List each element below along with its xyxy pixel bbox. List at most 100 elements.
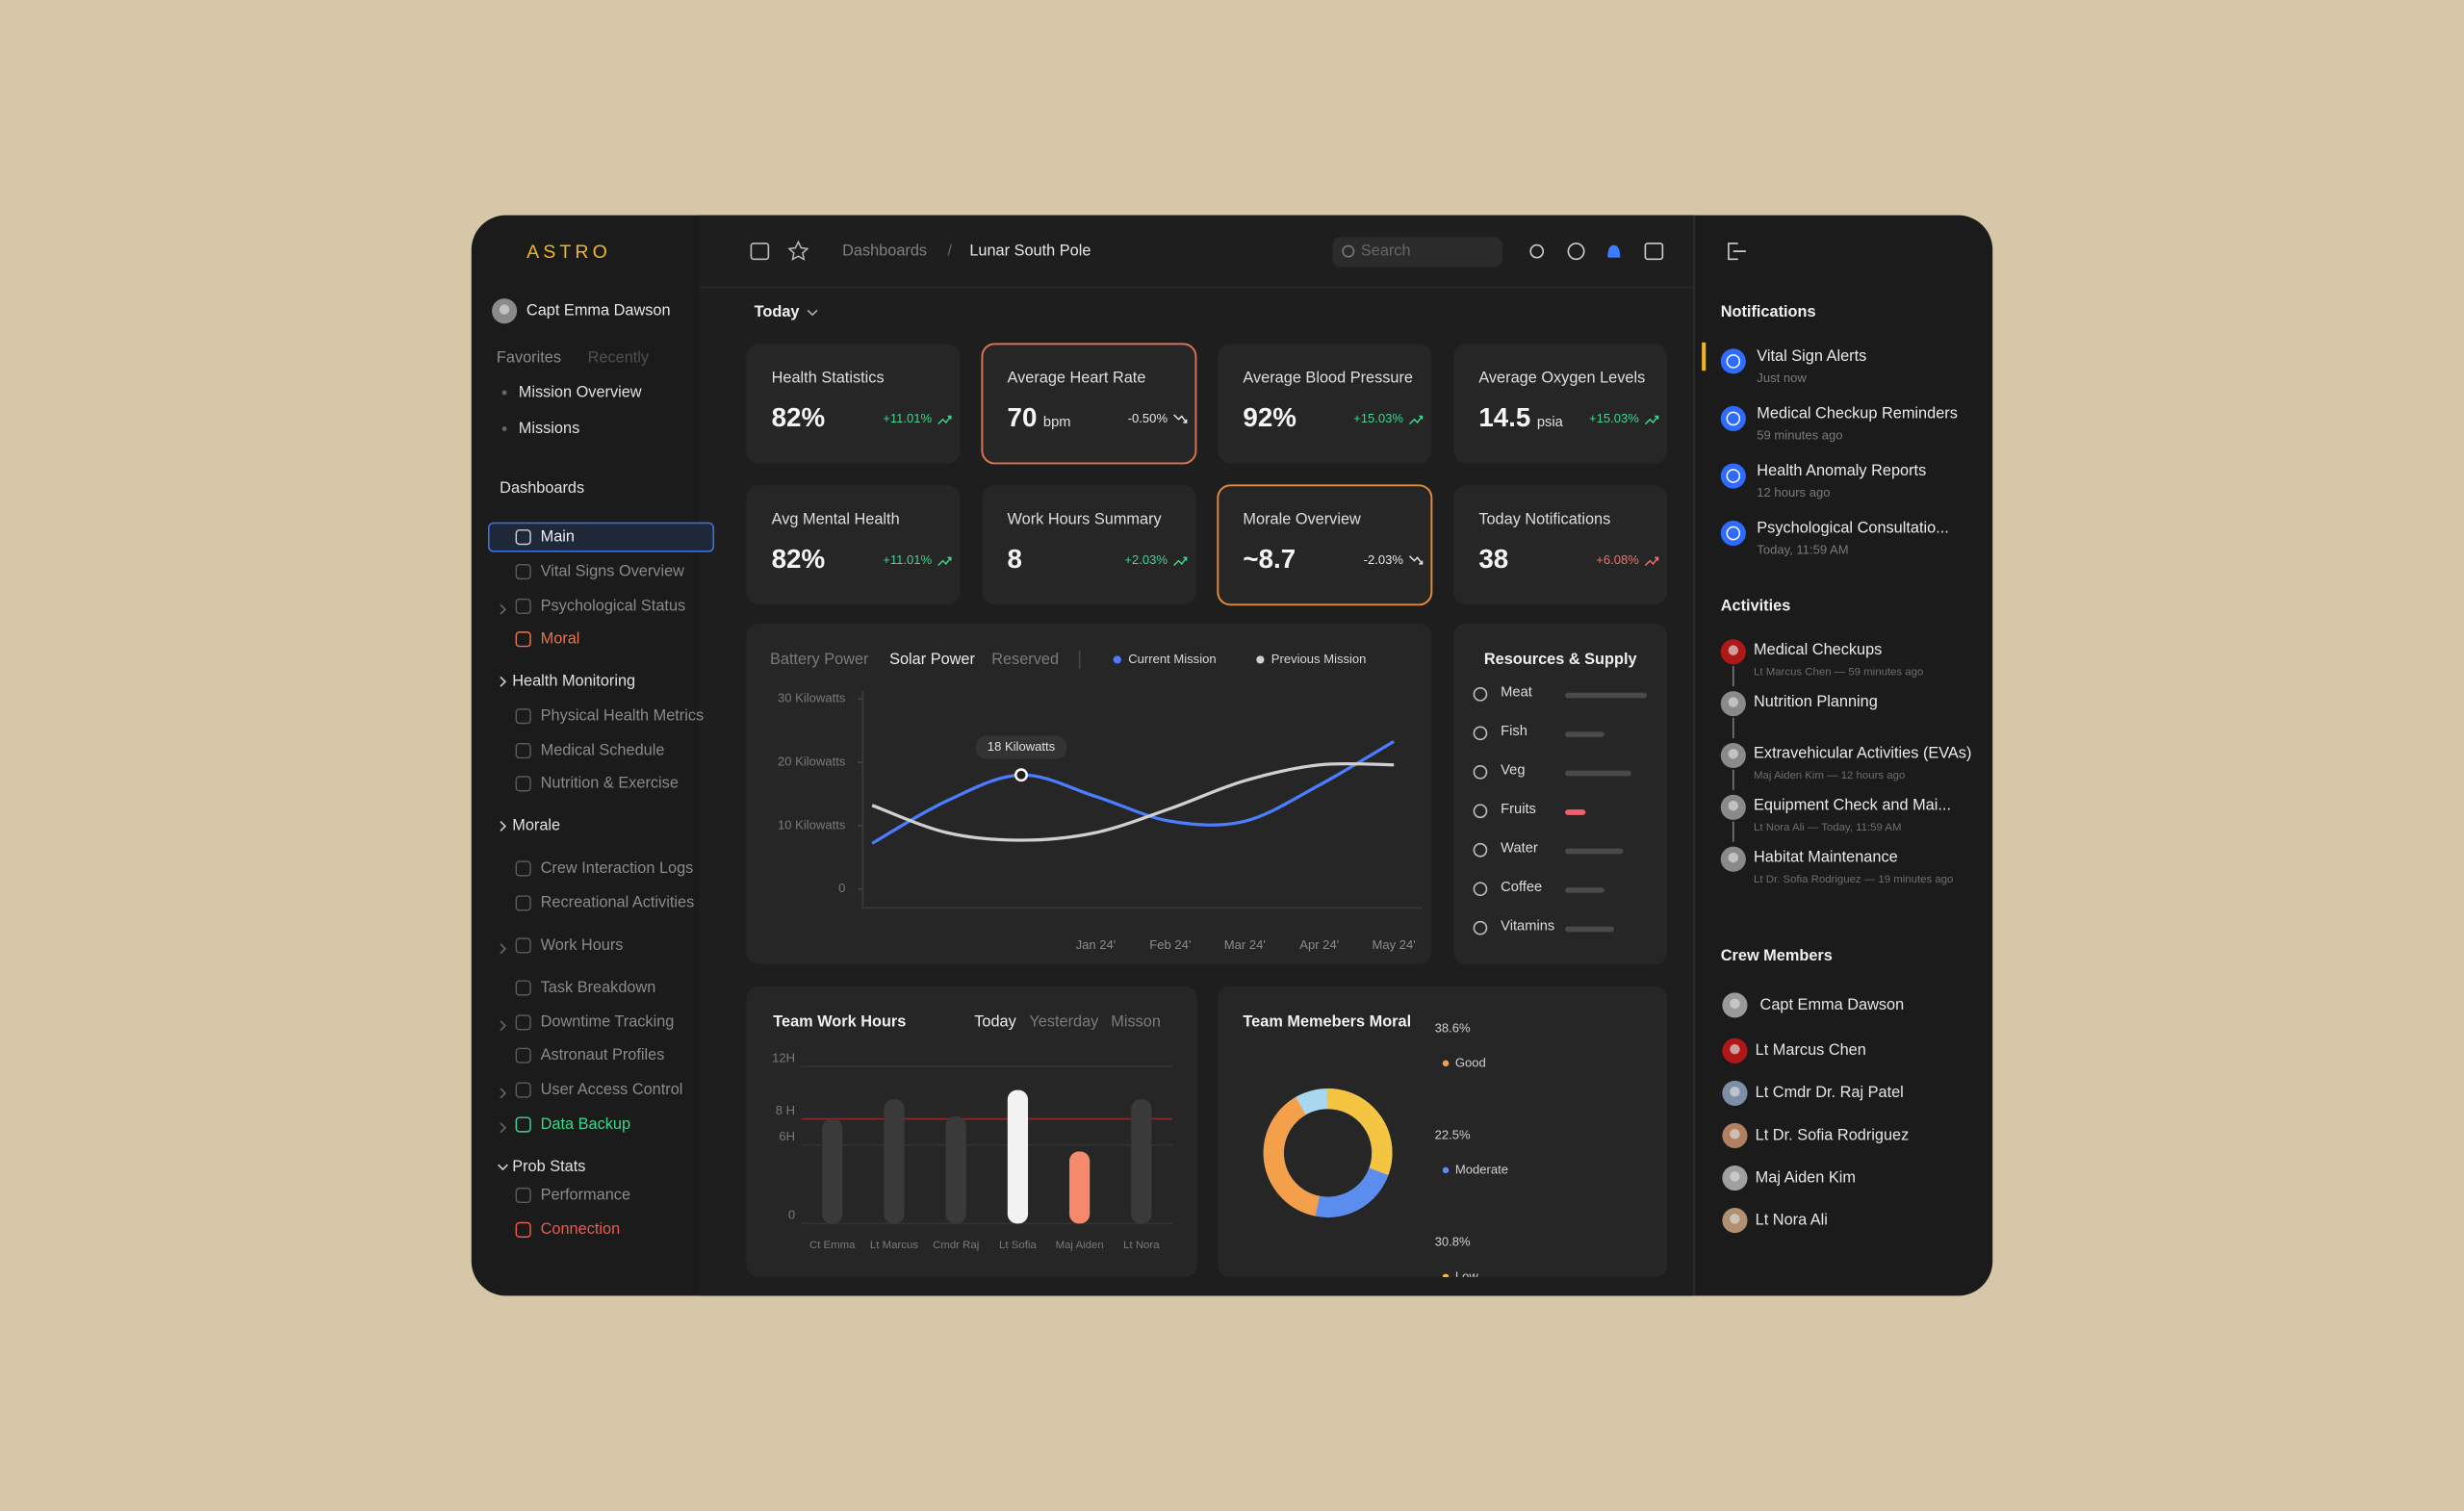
nav-item[interactable]: Nutrition & Exercise — [541, 775, 679, 792]
favorite-link[interactable]: Mission Overview — [519, 383, 642, 400]
kpi-unit: psia — [1537, 415, 1564, 430]
notification-title[interactable]: Medical Checkup Reminders — [1757, 404, 1958, 422]
trend-arrow — [937, 415, 952, 425]
chevron — [500, 1020, 507, 1032]
y-tick-label: 20 Kilowatts — [778, 755, 846, 769]
search-box[interactable] — [1332, 237, 1502, 268]
nav-item[interactable]: Astronaut Profiles — [541, 1046, 665, 1063]
favorite-link[interactable]: Missions — [519, 420, 579, 437]
crew-name[interactable]: Lt Cmdr Dr. Raj Patel — [1756, 1084, 1904, 1101]
breadcrumb[interactable]: Dashboards — [842, 242, 927, 259]
chart-tab[interactable]: Solar Power — [889, 651, 975, 668]
kpi-value: 38 — [1478, 544, 1508, 574]
theme-icon[interactable] — [1529, 243, 1545, 259]
x-tick-label: Maj Aiden — [1056, 1240, 1104, 1251]
activity-title[interactable]: Nutrition Planning — [1754, 693, 1878, 710]
crew-name[interactable]: Capt Emma Dawson — [1760, 996, 1905, 1013]
resource-bar — [1565, 809, 1586, 815]
nav-group[interactable]: Health Monitoring — [512, 673, 635, 690]
resource-label: Fruits — [1501, 802, 1536, 817]
panel-title: Notifications — [1721, 303, 1816, 320]
nav-item[interactable]: Recreational Activities — [541, 894, 695, 911]
notification-title[interactable]: Psychological Consultatio... — [1757, 519, 1949, 536]
nav-item[interactable]: User Access Control — [541, 1081, 683, 1098]
avatar-face — [1730, 1129, 1740, 1140]
crew-name[interactable]: Lt Marcus Chen — [1756, 1041, 1866, 1059]
sidebar-tab[interactable]: Recently — [588, 348, 650, 366]
icon — [515, 980, 531, 996]
trend-arrow — [1408, 415, 1424, 425]
bullet — [501, 426, 507, 431]
star-icon[interactable] — [787, 240, 809, 261]
nav-item[interactable]: Psychological Status — [541, 597, 686, 614]
icon — [515, 743, 531, 759]
nav-item[interactable]: Main — [541, 527, 575, 545]
activity-title[interactable]: Habitat Maintenance — [1754, 848, 1898, 865]
chart-tab[interactable]: Yesterday — [1029, 1013, 1099, 1031]
nav-item[interactable]: Crew Interaction Logs — [541, 859, 694, 877]
nav-group[interactable]: Morale — [512, 817, 560, 834]
chart-tab[interactable]: Battery Power — [770, 651, 869, 668]
bullet — [501, 390, 507, 396]
x-tick-label: Ct Emma — [809, 1240, 856, 1251]
nav-item[interactable]: Performance — [541, 1186, 630, 1203]
y-tick-label: 6H — [779, 1129, 795, 1143]
y-tick-label: 10 Kilowatts — [778, 817, 846, 832]
kpi-title: Health Statistics — [772, 370, 885, 387]
x-tick-label: Cmdr Raj — [933, 1240, 979, 1251]
kpi-change: +11.01% — [883, 552, 932, 567]
y-tick-label: 0 — [838, 881, 845, 895]
legend-label: Moderate — [1455, 1162, 1508, 1176]
nav-group[interactable]: Prob Stats — [512, 1158, 585, 1175]
trend-arrow — [1173, 556, 1188, 567]
nav-item[interactable]: Physical Health Metrics — [541, 707, 705, 725]
logout-icon[interactable] — [1728, 243, 1746, 261]
avatar-face — [1728, 852, 1739, 863]
kpi-unit: bpm — [1043, 415, 1071, 430]
kpi-title: Average Blood Pressure — [1243, 370, 1413, 387]
chart-tab[interactable]: Misson — [1111, 1013, 1161, 1031]
panel-icon[interactable] — [1644, 243, 1664, 261]
kpi-change: -2.03% — [1364, 552, 1404, 567]
nav-item[interactable]: Downtime Tracking — [541, 1013, 675, 1031]
nav-item[interactable]: Vital Signs Overview — [541, 562, 685, 579]
date-filter[interactable]: Today — [755, 303, 800, 320]
icon — [515, 598, 531, 615]
sidebar-tab[interactable]: Favorites — [497, 348, 561, 366]
notification-title[interactable]: Vital Sign Alerts — [1757, 347, 1866, 365]
history-icon[interactable] — [1567, 243, 1585, 261]
x-tick-label: May 24' — [1373, 937, 1416, 952]
resource-label: Fish — [1501, 724, 1527, 739]
notification-title[interactable]: Health Anomaly Reports — [1757, 462, 1926, 479]
line-series — [871, 739, 1395, 845]
activity-title[interactable]: Extravehicular Activities (EVAs) — [1754, 745, 1971, 762]
crew-name[interactable]: Lt Dr. Sofia Rodriguez — [1756, 1126, 1910, 1143]
nav-item[interactable]: Moral — [541, 630, 580, 648]
kpi-value: 14.5 — [1478, 402, 1530, 432]
chart-title: Team Work Hours — [773, 1013, 906, 1031]
activity-title[interactable]: Equipment Check and Mai... — [1754, 797, 1951, 814]
icon — [515, 1014, 531, 1031]
chart-tab[interactable]: Reserved — [991, 651, 1059, 668]
legend-label: Good — [1455, 1055, 1486, 1069]
nav-item[interactable]: Work Hours — [541, 936, 624, 954]
y-tick-label: 30 Kilowatts — [778, 691, 846, 705]
nav-item[interactable]: Medical Schedule — [541, 741, 665, 758]
y-tick-label: 8 H — [776, 1103, 795, 1117]
breadcrumb[interactable]: Lunar South Pole — [969, 242, 1091, 259]
resource-bar — [1565, 731, 1604, 737]
resource-label: Veg — [1501, 763, 1525, 779]
chart-tab[interactable]: Today — [974, 1013, 1016, 1031]
bar — [822, 1118, 843, 1224]
bell-icon[interactable] — [1607, 244, 1621, 258]
crew-name[interactable]: Lt Nora Ali — [1756, 1211, 1828, 1228]
nav-item[interactable]: Connection — [541, 1220, 621, 1238]
activity-title[interactable]: Medical Checkups — [1754, 641, 1882, 658]
nav-item[interactable]: Task Breakdown — [541, 979, 656, 996]
notification-icon — [1720, 521, 1746, 547]
crew-name[interactable]: Maj Aiden Kim — [1756, 1168, 1856, 1186]
nav-item[interactable]: Data Backup — [541, 1115, 630, 1133]
icon — [515, 860, 531, 877]
sidebar-toggle-icon[interactable] — [750, 243, 770, 261]
avatar-face — [1728, 749, 1739, 759]
